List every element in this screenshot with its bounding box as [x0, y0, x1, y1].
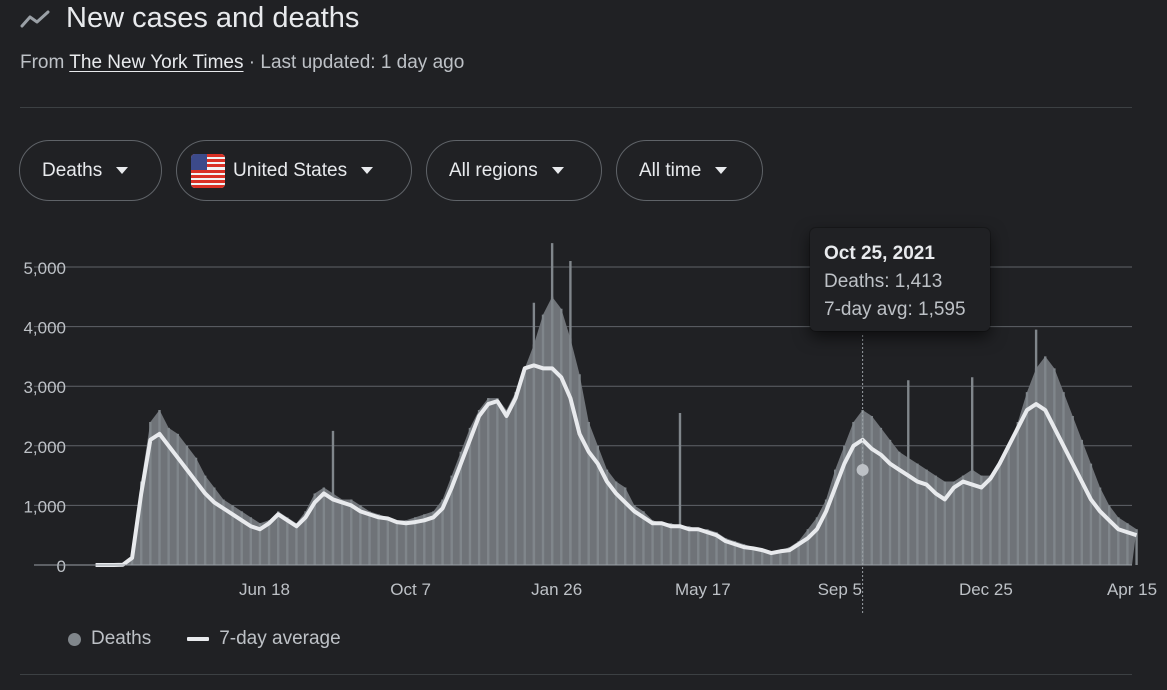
y-tick-label: 1,000 — [23, 497, 66, 516]
title-row: New cases and deaths — [20, 2, 359, 35]
caret-down-icon — [361, 167, 374, 174]
y-tick-label: 0 — [57, 557, 66, 576]
x-tick-label: Jun 18 — [239, 580, 290, 599]
us-flag-icon — [191, 153, 225, 188]
country-dropdown-label: United States — [233, 159, 348, 181]
x-tick-label: Apr 15 — [1107, 580, 1157, 599]
region-dropdown[interactable]: All regions — [426, 140, 602, 201]
trend-line-icon — [20, 10, 50, 27]
region-dropdown-label: All regions — [449, 159, 538, 181]
y-tick-label: 5,000 — [23, 259, 66, 278]
country-dropdown[interactable]: United States — [176, 140, 412, 201]
x-tick-label: Oct 7 — [390, 580, 431, 599]
tooltip-deaths: Deaths: 1,413 — [824, 271, 943, 292]
chart-legend: Deaths 7-day average — [68, 628, 341, 650]
header-divider — [20, 107, 1132, 108]
avg-line — [95, 363, 1138, 567]
source-link[interactable]: The New York Times — [69, 52, 244, 73]
caret-down-icon — [116, 167, 129, 174]
tooltip-date: Oct 25, 2021 — [824, 243, 935, 264]
caret-down-icon — [551, 167, 564, 174]
y-tick-label: 2,000 — [23, 438, 66, 457]
y-tick-label: 3,000 — [23, 378, 66, 397]
metric-dropdown[interactable]: Deaths — [19, 140, 162, 201]
x-tick-label: May 17 — [675, 580, 731, 599]
highlight-point — [856, 463, 869, 476]
last-updated: · Last updated: 1 day ago — [248, 52, 465, 73]
y-tick-label: 4,000 — [23, 319, 66, 338]
x-tick-label: Jan 26 — [531, 580, 582, 599]
page-title: New cases and deaths — [66, 2, 360, 34]
source-prefix: From — [20, 52, 65, 73]
x-tick-label: Dec 25 — [959, 580, 1013, 599]
tooltip-avg: 7-day avg: 1,595 — [824, 299, 966, 320]
time-range-dropdown-label: All time — [639, 159, 702, 181]
deaths-legend-label: Deaths — [91, 628, 152, 649]
filter-bar: Deaths United States All regions All tim… — [19, 140, 763, 201]
metric-dropdown-label: Deaths — [42, 159, 103, 181]
source-line: From The New York Times · Last updated: … — [20, 52, 464, 74]
footer-divider — [20, 674, 1132, 675]
avg-legend-label: 7-day average — [219, 628, 341, 649]
x-tick-label: Sep 5 — [818, 580, 862, 599]
caret-down-icon — [715, 167, 728, 174]
time-range-dropdown[interactable]: All time — [616, 140, 763, 201]
chart-tooltip: Oct 25, 2021 Deaths: 1,413 7-day avg: 1,… — [810, 228, 990, 331]
deaths-legend-swatch — [68, 632, 81, 646]
deaths-area — [91, 296, 1137, 565]
avg-legend-swatch — [187, 637, 210, 641]
